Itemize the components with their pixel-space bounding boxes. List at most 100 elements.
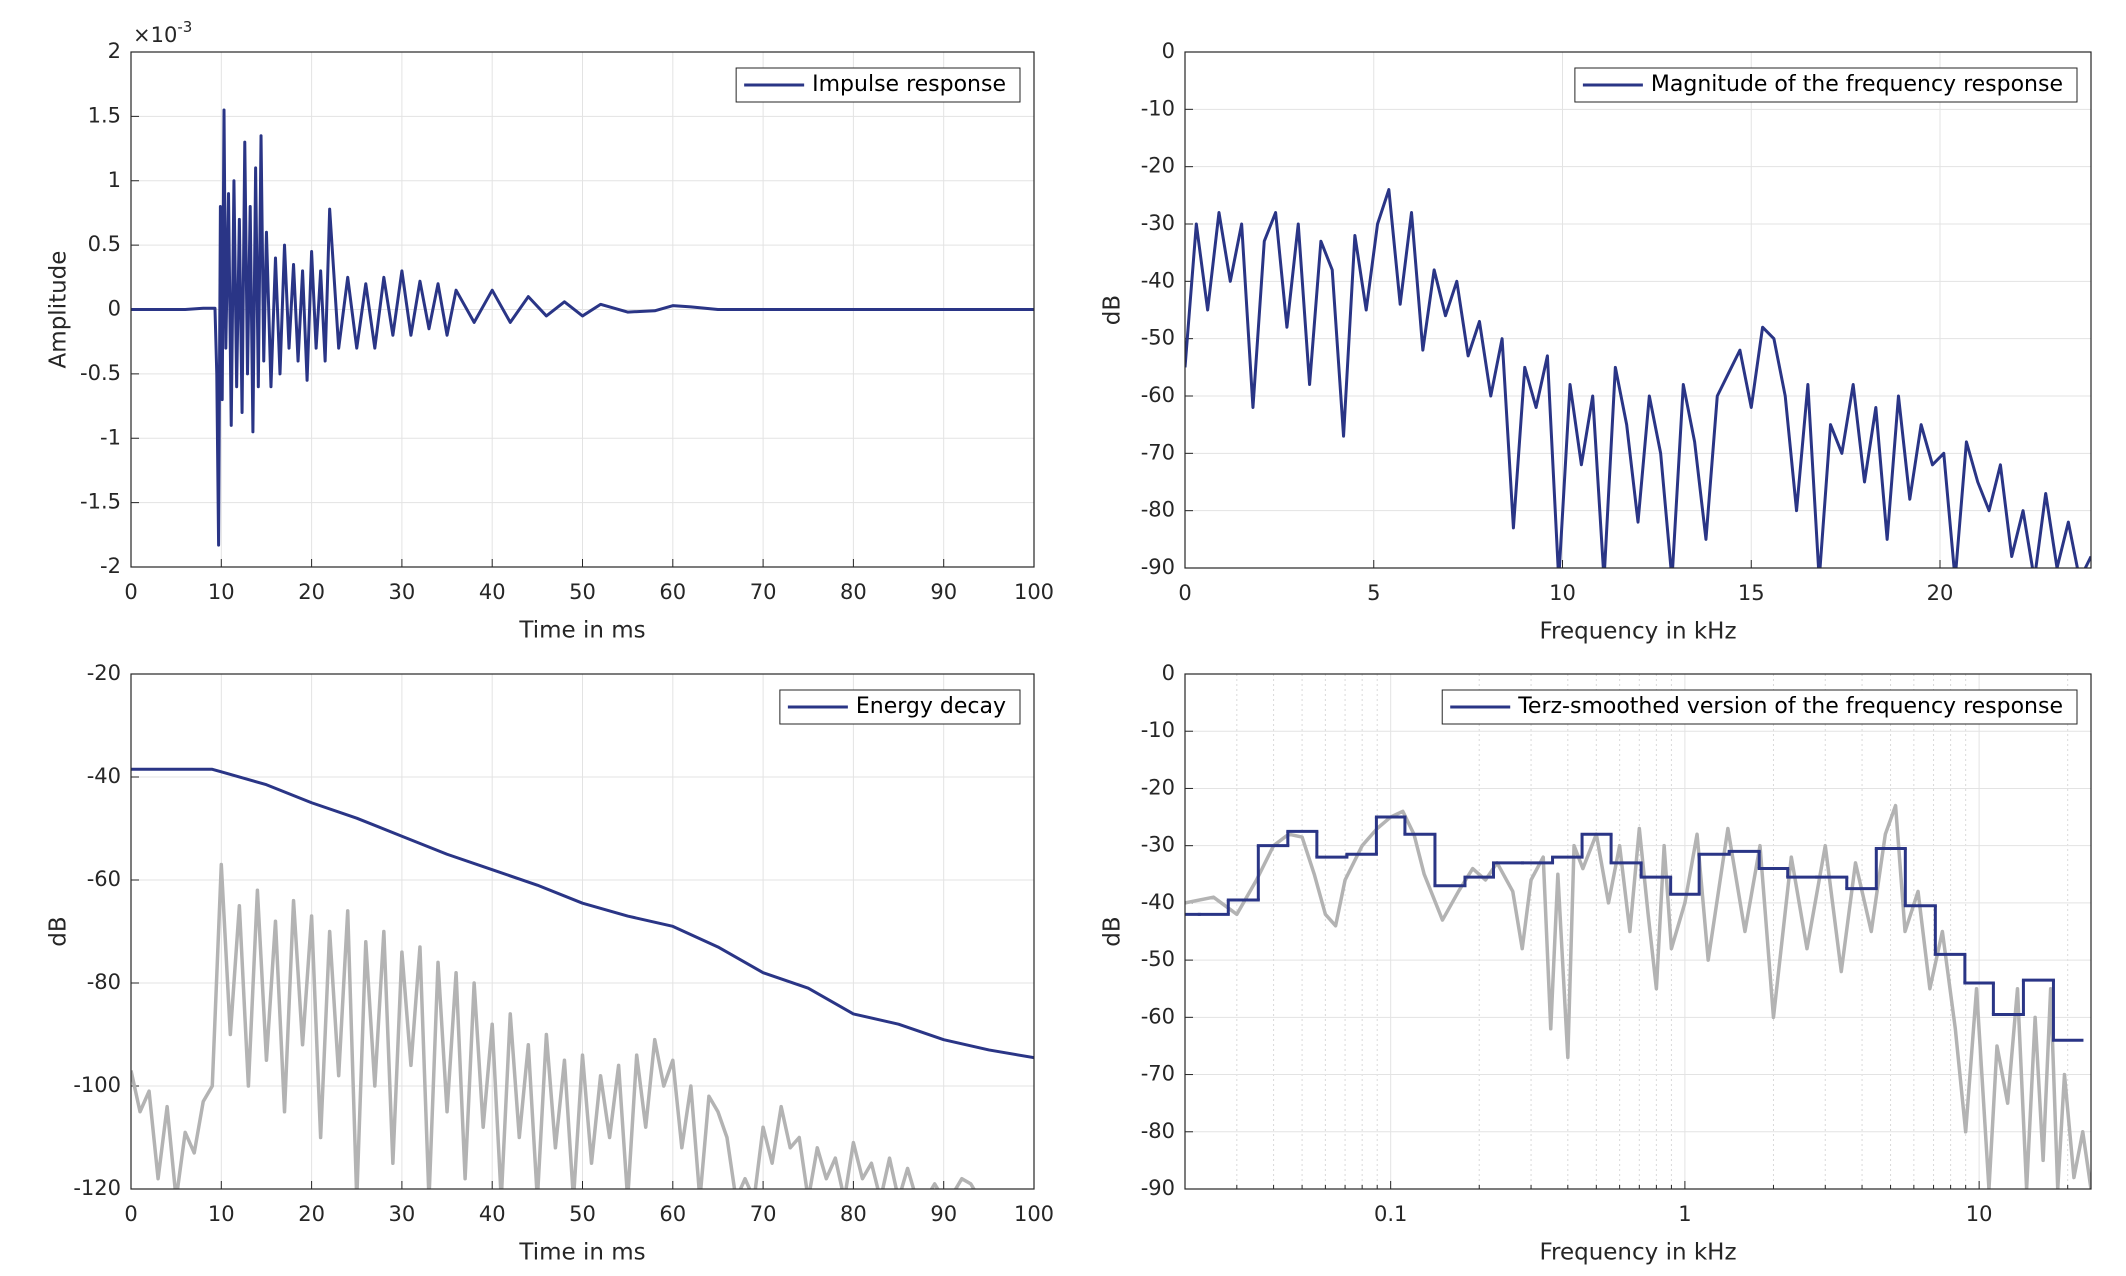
y-tick-label: 2 <box>108 39 121 63</box>
series-group <box>1185 803 2091 1189</box>
subplot: 0 10 20 30 40 50 60 70 80 90 100 -2 -1.5 -1 -0.5 0 0.5 1 1… <box>46 18 1055 644</box>
x-tick-label: 90 <box>930 580 957 604</box>
x-tick-label: 40 <box>479 1202 506 1226</box>
y-tick-label: -30 <box>1141 211 1175 235</box>
y-axis-label: Amplitude <box>46 251 72 369</box>
x-tick-label: 10 <box>208 1202 235 1226</box>
y-tick-label: -10 <box>1141 718 1175 742</box>
y-tick-label: -120 <box>73 1176 121 1200</box>
x-tick-label: 10 <box>1549 581 1576 605</box>
x-axis-label: Time in ms <box>518 1240 645 1266</box>
y-tick-label: -20 <box>1141 775 1175 799</box>
legend-label: Energy decay <box>856 694 1006 719</box>
x-axis-label: Frequency in kHz <box>1539 1240 1736 1266</box>
x-tick-label: 20 <box>298 580 325 604</box>
axes-box <box>1184 51 2092 569</box>
y-tick-label: 0 <box>1162 39 1175 63</box>
x-tick-label: 60 <box>659 580 686 604</box>
series-line <box>131 767 1034 1060</box>
plot-area <box>1185 674 2091 1189</box>
subplot: 0 5 10 15 20 -90 -80 -70 -60 -50 -40 -30 -20 -10 0 Freq… <box>1100 39 2092 645</box>
y-axis-label: dB <box>1100 916 1126 946</box>
axes-box <box>1184 673 2092 1190</box>
series-line <box>1185 188 2091 568</box>
y-tick-label: -100 <box>73 1073 121 1097</box>
y-tick-label: -40 <box>87 764 121 788</box>
y-tick-label: -10 <box>1141 96 1175 120</box>
series-group <box>1185 188 2091 568</box>
y-tick-label: -50 <box>1141 326 1175 350</box>
y-tick-label: -60 <box>87 867 121 891</box>
series-line <box>1185 803 2091 1189</box>
y-tick-label: -60 <box>1141 1004 1175 1028</box>
y-tick-label: -80 <box>1141 1119 1175 1143</box>
series-line <box>131 108 1034 547</box>
legend-box <box>1574 67 2078 103</box>
x-tick-label: 10 <box>1966 1202 1993 1226</box>
x-tick-label: 80 <box>840 1202 867 1226</box>
x-tick-label: 100 <box>1014 580 1054 604</box>
x-tick-label: 0.1 <box>1374 1202 1407 1226</box>
y-tick-label: -80 <box>87 970 121 994</box>
y-axis-label: dB <box>46 916 72 946</box>
x-tick-label: 90 <box>930 1202 957 1226</box>
x-tick-label: 0 <box>124 1202 137 1226</box>
series-line <box>131 862 976 1189</box>
x-tick-label: 20 <box>1927 581 1954 605</box>
series-group <box>131 108 1034 547</box>
x-tick-label: 50 <box>569 580 596 604</box>
y-tick-label: 0 <box>108 297 121 321</box>
legend-label: Magnitude of the frequency response <box>1651 72 2063 97</box>
multiplier-base: ×10 <box>133 23 177 47</box>
legend-label: Terz-smoothed version of the frequency r… <box>1517 694 2063 719</box>
x-tick-label: 60 <box>659 1202 686 1226</box>
x-tick-label: 0 <box>1178 581 1191 605</box>
x-tick-label: 1 <box>1678 1202 1691 1226</box>
x-tick-label: 5 <box>1367 581 1380 605</box>
x-axis-label: Frequency in kHz <box>1539 619 1736 645</box>
y-tick-label: -20 <box>1141 154 1175 178</box>
plot-area <box>1185 52 2091 568</box>
y-tick-label: 0 <box>1162 661 1175 685</box>
axis-multiplier: ×10-3 <box>133 18 192 48</box>
y-tick-label: 1 <box>108 168 121 192</box>
x-tick-label: 70 <box>750 1202 777 1226</box>
y-axis-label: dB <box>1100 295 1126 325</box>
x-tick-label: 80 <box>840 580 867 604</box>
y-tick-label: -70 <box>1141 1062 1175 1086</box>
multiplier-exponent: -3 <box>177 18 192 36</box>
y-tick-label: -50 <box>1141 947 1175 971</box>
y-tick-label: -20 <box>87 661 121 685</box>
y-tick-label: -60 <box>1141 383 1175 407</box>
y-tick-label: 0.5 <box>88 232 121 256</box>
legend: Terz-smoothed version of the frequency r… <box>1441 689 2078 725</box>
y-tick-label: -1 <box>100 425 121 449</box>
series-group <box>131 767 1034 1189</box>
legend: Impulse response <box>735 67 1021 103</box>
y-tick-label: -40 <box>1141 268 1175 292</box>
legend-box <box>1441 689 2078 725</box>
x-tick-label: 0 <box>124 580 137 604</box>
x-tick-label: 30 <box>389 1202 416 1226</box>
x-tick-label: 20 <box>298 1202 325 1226</box>
y-tick-label: -70 <box>1141 440 1175 464</box>
y-tick-label: -30 <box>1141 833 1175 857</box>
x-tick-label: 15 <box>1738 581 1765 605</box>
y-tick-label: 1.5 <box>88 103 121 127</box>
subplot: 0.1 1 10 -90 -80 -70 -60 -50 -40 -30 -20 -10 0 Freque… <box>1100 661 2092 1266</box>
y-tick-label: -0.5 <box>80 361 121 385</box>
legend-label: Impulse response <box>812 72 1006 97</box>
y-tick-label: -90 <box>1141 555 1175 579</box>
legend: Magnitude of the frequency response <box>1574 67 2078 103</box>
y-tick-label: -90 <box>1141 1176 1175 1200</box>
subplot: 0 10 20 30 40 50 60 70 80 90 100 -120 -100 -80 -60 -40 -… <box>46 661 1055 1266</box>
y-tick-label: -80 <box>1141 498 1175 522</box>
axes-box <box>130 51 1035 568</box>
x-axis-label: Time in ms <box>518 618 645 644</box>
axes-box <box>130 673 1035 1190</box>
x-tick-label: 70 <box>750 580 777 604</box>
y-tick-label: -40 <box>1141 890 1175 914</box>
x-tick-label: 40 <box>479 580 506 604</box>
